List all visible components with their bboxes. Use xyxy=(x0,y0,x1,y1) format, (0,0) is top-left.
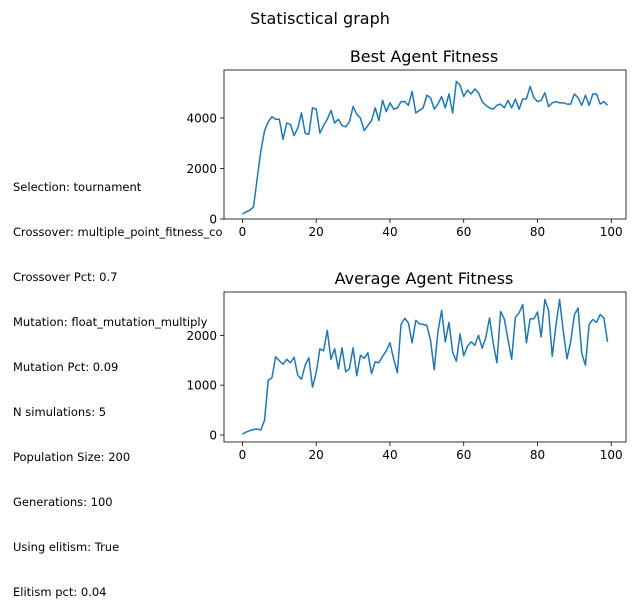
figure-title: Statisctical graph xyxy=(250,9,390,28)
param-crossover: Crossover: multiple_point_fitness_co xyxy=(13,225,223,239)
figure-canvas: Statisctical graph Best Agent Fitness 0 2… xyxy=(186,9,627,462)
param-selection: Selection: tournament xyxy=(13,180,142,194)
average-ytick-label: 1000 xyxy=(186,379,217,393)
best-xtick-label: 40 xyxy=(382,225,397,239)
average-fitness-series-line xyxy=(242,298,609,435)
average-xtick-label: 40 xyxy=(382,448,397,462)
average-xtick-label: 100 xyxy=(600,448,623,462)
param-population-size: Population Size: 200 xyxy=(13,450,131,464)
average-xtick-label: 0 xyxy=(239,448,247,462)
best-ytick-label: 2000 xyxy=(186,162,217,176)
best-fitness-title: Best Agent Fitness xyxy=(350,47,498,66)
param-crossover-pct: Crossover Pct: 0.7 xyxy=(13,270,118,284)
best-ytick-label: 0 xyxy=(209,213,217,227)
average-fitness-title: Average Agent Fitness xyxy=(335,269,514,288)
best-xtick-label: 80 xyxy=(530,225,545,239)
average-xtick-label: 20 xyxy=(309,448,324,462)
average-xtick-label: 80 xyxy=(530,448,545,462)
best-ytick-label: 4000 xyxy=(186,111,217,125)
best-fitness-series-line xyxy=(242,80,609,215)
best-xtick-label: 60 xyxy=(456,225,471,239)
best-xtick-label: 20 xyxy=(309,225,324,239)
param-mutation: Mutation: float_mutation_multiply xyxy=(13,315,208,329)
average-xtick-label: 60 xyxy=(456,448,471,462)
best-fitness-chart: Best Agent Fitness 0 20 40 60 80 100 0 2000 4000 xyxy=(186,47,627,239)
average-ytick-label: 2000 xyxy=(186,329,217,343)
best-xtick-label: 100 xyxy=(600,225,623,239)
best-plot-frame xyxy=(223,69,627,220)
best-xtick-label: 0 xyxy=(239,225,247,239)
param-generations: Generations: 100 xyxy=(13,495,113,509)
average-ytick-label: 0 xyxy=(209,429,217,443)
param-elitism-pct: Elitism pct: 0.04 xyxy=(13,585,107,599)
average-plot-frame xyxy=(223,291,627,443)
param-using-elitism: Using elitism: True xyxy=(13,540,120,554)
average-fitness-chart: Average Agent Fitness 0 20 40 60 80 100010002… xyxy=(186,269,627,462)
parameters-panel: Selection: tournament Crossover: multipl… xyxy=(13,150,223,615)
param-mutation-pct: Mutation Pct: 0.09 xyxy=(13,360,119,374)
param-n-simulations: N simulations: 5 xyxy=(13,405,107,419)
